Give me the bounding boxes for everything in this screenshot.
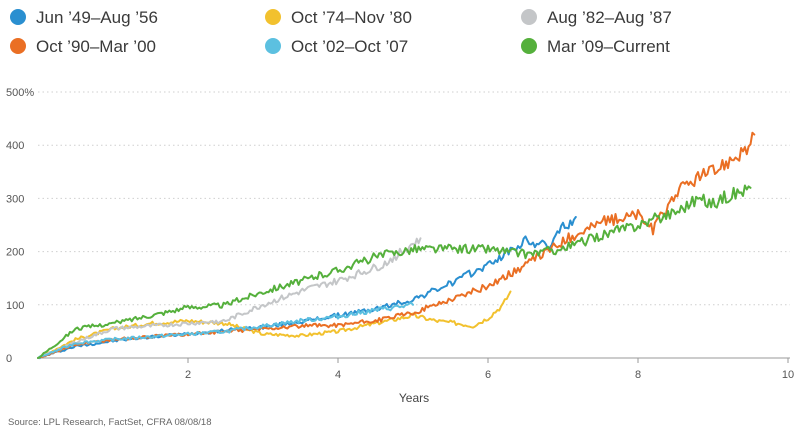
legend-label: Aug ’82–Aug ’87 [547,8,672,27]
legend-marker [521,38,537,54]
y-tick-label: 200 [6,247,24,259]
legend-label: Mar ’09–Current [547,37,670,56]
x-axis-title: Years [399,391,429,405]
series-lines [37,131,756,360]
legend-label: Oct ’74–Nov ’80 [291,8,412,27]
legend-marker [265,38,281,54]
grid [38,91,790,306]
legend-marker [521,9,537,25]
source-note: Source: LPL Research, FactSet, CFRA 08/0… [8,417,211,428]
series-line [37,237,422,359]
legend-marker [10,9,26,25]
x-tick-label: 6 [485,369,491,381]
y-tick-label: 300 [6,193,24,205]
legend-marker [10,38,26,54]
y-axis-ticks: 0 100 200 300 400 500% [6,87,34,365]
legend: Jun ’49–Aug ’56 Oct ’74–Nov ’80 Aug ’82–Au… [10,8,672,56]
legend-label: Oct ’90–Mar ’00 [36,37,156,56]
x-tick-label: 4 [335,369,341,381]
legend-label: Oct ’02–Oct ’07 [291,37,408,56]
x-axis-ticks: 2 4 6 8 10 [185,358,794,381]
y-tick-label: 100 [6,300,24,312]
y-tick-label: 400 [6,140,24,152]
x-tick-label: 8 [635,369,641,381]
legend-label: Jun ’49–Aug ’56 [36,8,158,27]
x-tick-label: 10 [782,369,794,381]
series-line [37,301,414,359]
x-tick-label: 2 [185,369,191,381]
y-tick-label: 500% [6,87,34,99]
series-line [37,184,752,359]
y-tick-label: 0 [6,353,12,365]
legend-marker [265,9,281,25]
